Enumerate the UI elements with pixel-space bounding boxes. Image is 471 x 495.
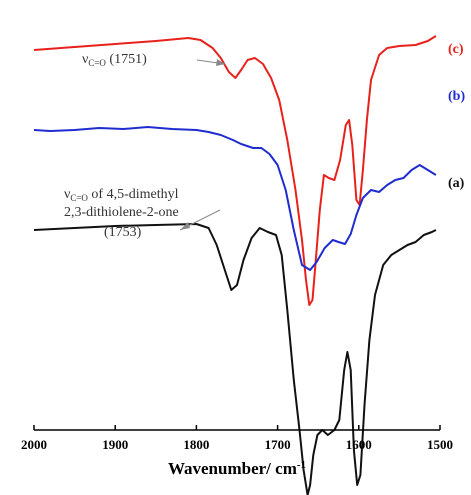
annotation-vco-1753-line2: 2,3-dithiolene-2-one xyxy=(64,205,179,220)
annotation-vco-1751-text: νC=O (1751) xyxy=(82,52,147,68)
series-line-a xyxy=(33,223,437,495)
series-label-a: (a) xyxy=(448,176,465,191)
series-line-b xyxy=(33,126,437,271)
plot-area xyxy=(33,35,437,495)
annotation-vco-1753-line3: (1753) xyxy=(104,225,142,240)
x-tick-label: 1600 xyxy=(346,437,372,452)
series-line-c xyxy=(33,35,437,306)
annotation-vco-1751: νC=O (1751) xyxy=(82,52,226,68)
series-label-c: (c) xyxy=(448,42,464,57)
x-tick-label: 1700 xyxy=(265,437,291,452)
x-tick-label: 2000 xyxy=(21,437,47,452)
annotation-vco-1753-line1: νC=O of 4,5-dimethyl xyxy=(64,187,179,203)
series-label-b: (b) xyxy=(448,89,465,104)
annotation-vco-1751-arrowhead xyxy=(216,59,225,66)
x-tick-label: 1500 xyxy=(427,437,453,452)
annotation-vco-1753-arrowhead xyxy=(180,222,190,230)
annotation-vco-1753: νC=O of 4,5-dimethyl 2,3-dithiolene-2-on… xyxy=(64,187,221,240)
x-tick-label: 1800 xyxy=(183,437,209,452)
x-axis-title: Wavenumber/ cm-1 xyxy=(168,459,306,478)
x-axis-ticks: 2000 1900 1800 1700 1600 1500 xyxy=(21,425,453,452)
x-tick-label: 1900 xyxy=(102,437,128,452)
